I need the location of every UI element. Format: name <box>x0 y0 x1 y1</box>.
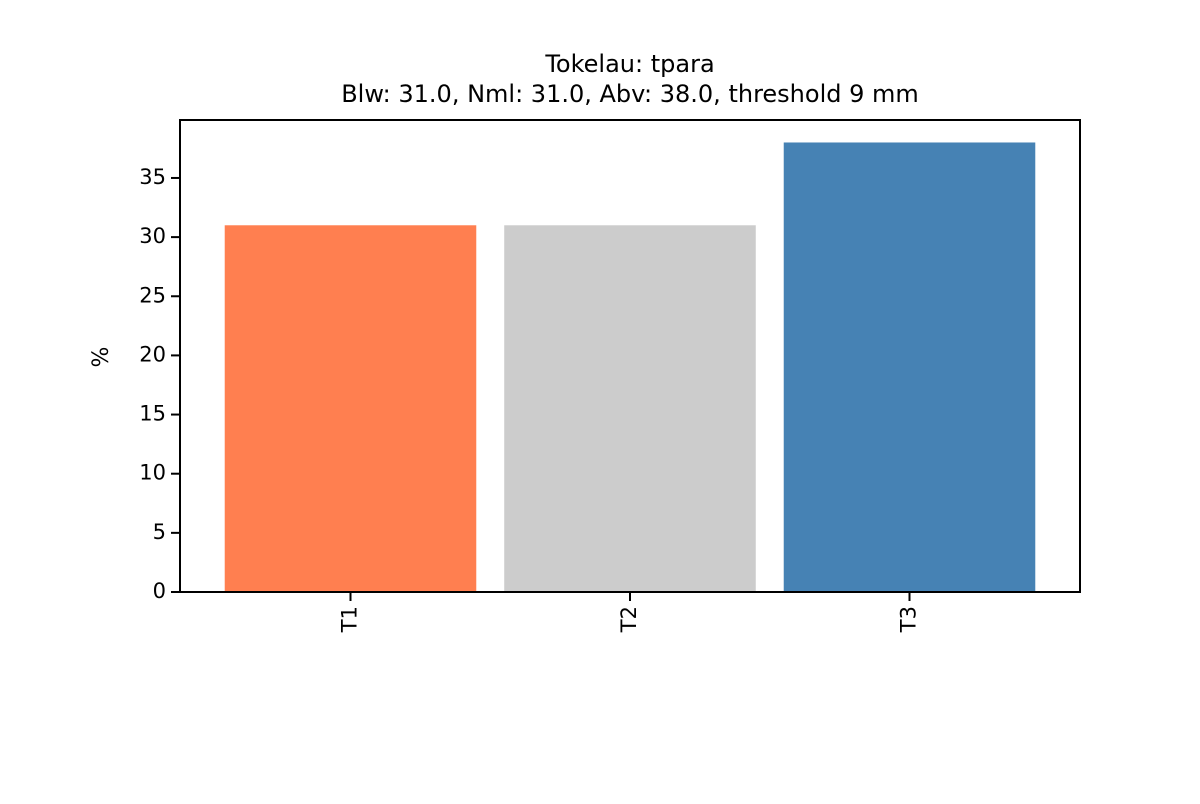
bars-layer <box>224 142 1036 593</box>
x-tick-label-t1: T1 <box>337 606 361 633</box>
x-tick-label-t2: T2 <box>617 606 641 633</box>
x-tick-label-t3: T3 <box>897 606 921 633</box>
chart-subtitle: Blw: 31.0, Nml: 31.0, Abv: 38.0, thresho… <box>341 80 919 108</box>
y-tick-label-20: 20 <box>139 342 166 366</box>
chart-title: Tokelau: tpara <box>544 50 714 78</box>
plot-frame <box>179 119 1081 593</box>
y-tick-label-10: 10 <box>139 461 166 485</box>
y-tick-label-35: 35 <box>139 165 166 189</box>
bar-t3 <box>783 142 1036 593</box>
bar-t2 <box>504 225 756 592</box>
y-tick-label-0: 0 <box>153 579 166 603</box>
y-tick-label-5: 5 <box>153 520 166 544</box>
y-tick-label-15: 15 <box>139 402 166 426</box>
y-tick-label-30: 30 <box>139 224 166 248</box>
y-tick-label-25: 25 <box>139 283 166 307</box>
bar-t1 <box>224 225 477 592</box>
ticks-layer: T1 T2 T3 0 5 10 15 20 25 30 35 <box>139 165 920 633</box>
y-axis-label: % <box>89 347 114 368</box>
